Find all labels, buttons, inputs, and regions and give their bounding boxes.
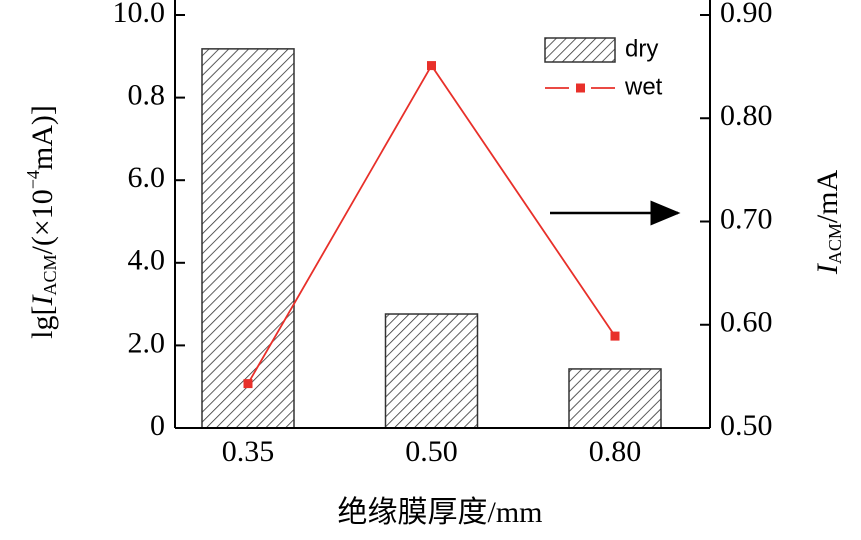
legend-swatch xyxy=(544,37,616,63)
y-axis-label: lg[IACM/(×10−4mA)] xyxy=(23,105,60,339)
y2-tick-label: 0.50 xyxy=(720,409,773,442)
y-label-part: lg[ xyxy=(26,306,59,339)
bar xyxy=(201,48,295,429)
y2-label-part: I xyxy=(811,262,844,275)
y-label-part: −4 xyxy=(23,170,43,189)
y2-tick-label: 0.90 xyxy=(720,0,773,29)
y2-label-part: ACM xyxy=(825,223,845,264)
y2-tick-label: 0.80 xyxy=(720,99,773,132)
y-tick-label: 2.0 xyxy=(128,326,166,359)
bar xyxy=(568,368,662,429)
x-tick-label: 0.80 xyxy=(589,435,642,468)
y2-axis-label: IACM/mA xyxy=(811,169,845,275)
point xyxy=(610,331,620,341)
y-tick-label: 6.0 xyxy=(128,161,166,194)
y2-tick-label: 0.70 xyxy=(720,202,773,235)
y2-tick-label: 0.60 xyxy=(720,306,773,339)
y-tick-label: 4.0 xyxy=(128,244,166,277)
y-label-part: ACM xyxy=(40,255,60,296)
legend-label: wet xyxy=(624,73,663,100)
y-label-part: /(×10 xyxy=(26,189,59,254)
legend-swatch xyxy=(576,83,585,93)
bar xyxy=(384,313,479,429)
y-label-part: I xyxy=(26,294,59,307)
y-label-part: mA)] xyxy=(26,105,59,170)
x-axis-label: 绝缘膜厚度/mm xyxy=(337,496,542,529)
y-tick-label: 10.0 xyxy=(113,0,166,29)
point xyxy=(243,379,253,389)
y-tick-label: 0 xyxy=(150,409,165,442)
y2-label-part: /mA xyxy=(811,169,844,223)
x-tick-label: 0.35 xyxy=(222,435,275,468)
point xyxy=(427,61,436,71)
x-tick-label: 0.50 xyxy=(405,435,458,468)
y-tick-label: 0.8 xyxy=(128,78,166,111)
legend-label: dry xyxy=(625,35,658,62)
